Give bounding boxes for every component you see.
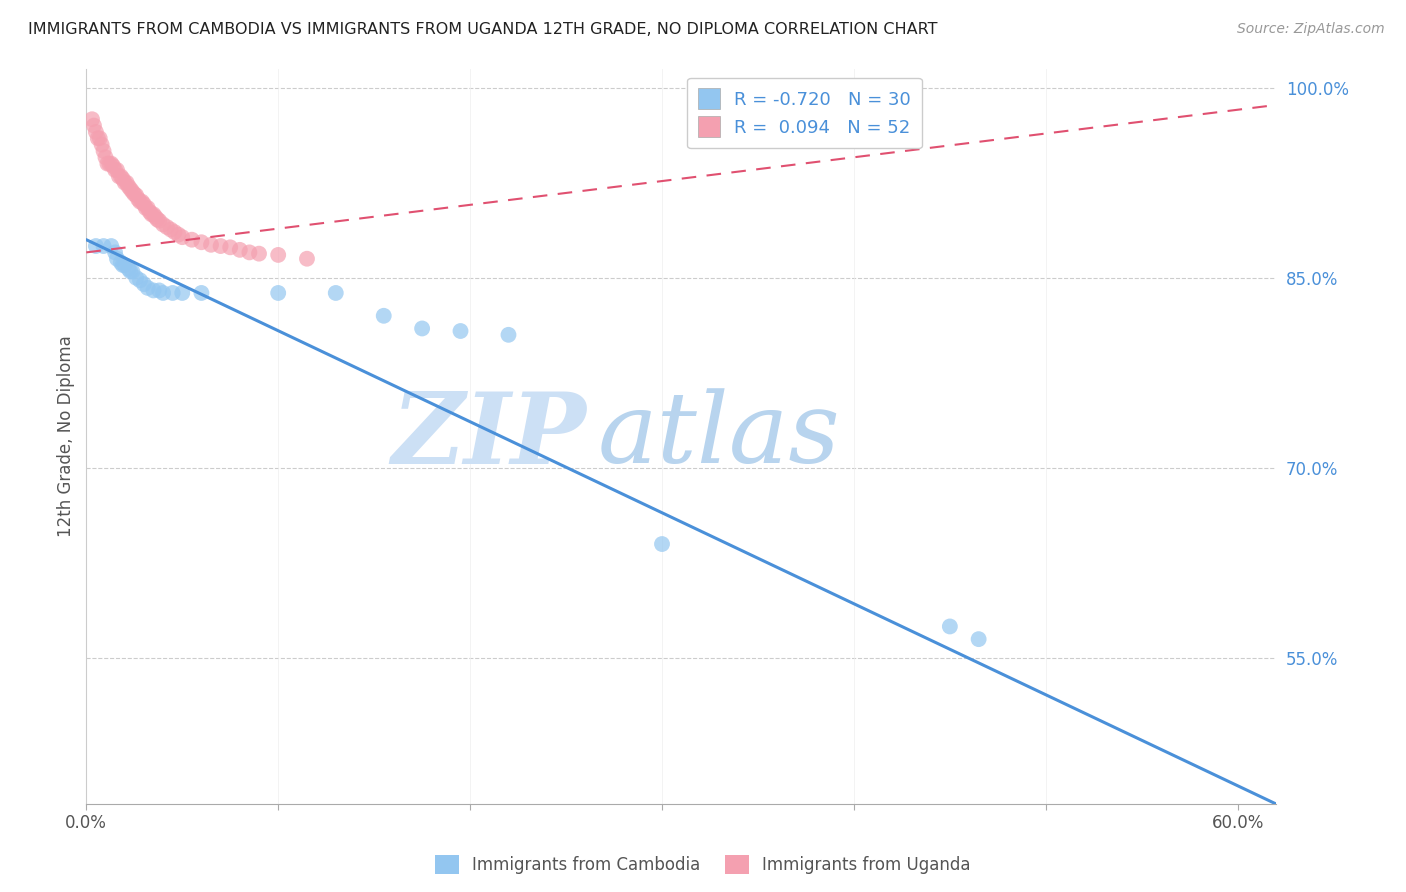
Point: [135, 201, 157, 215]
Point: [110, 169, 132, 184]
Point: [105, 252, 128, 266]
Point: [136, 281, 159, 295]
Point: [117, 179, 139, 194]
Point: [167, 227, 190, 242]
Point: [100, 239, 122, 253]
Point: [247, 246, 270, 260]
Point: [120, 182, 142, 196]
Point: [238, 245, 260, 260]
Point: [132, 277, 155, 291]
Point: [93, 239, 115, 253]
Point: [200, 237, 222, 252]
Point: [146, 212, 169, 227]
Point: [104, 163, 127, 178]
Point: [162, 285, 184, 300]
Point: [148, 284, 170, 298]
Point: [108, 169, 131, 184]
Legend: Immigrants from Cambodia, Immigrants from Uganda: Immigrants from Cambodia, Immigrants fro…: [429, 848, 977, 881]
Point: [84, 239, 107, 253]
Point: [122, 187, 145, 202]
Point: [96, 156, 118, 170]
Point: [325, 285, 347, 300]
Point: [98, 156, 121, 170]
Point: [110, 255, 132, 269]
Point: [125, 188, 148, 202]
Point: [138, 204, 160, 219]
Y-axis label: 12th Grade, No Diploma: 12th Grade, No Diploma: [58, 335, 75, 537]
Text: ZIP: ZIP: [391, 388, 586, 484]
Point: [111, 171, 134, 186]
Point: [267, 248, 290, 262]
Point: [105, 163, 128, 178]
Point: [141, 207, 163, 221]
Point: [101, 159, 124, 173]
Point: [121, 264, 143, 278]
Point: [159, 222, 181, 236]
Point: [94, 150, 117, 164]
Point: [121, 185, 143, 199]
Point: [172, 230, 194, 244]
Point: [132, 197, 155, 211]
Point: [450, 324, 472, 338]
Point: [111, 258, 134, 272]
Point: [120, 264, 142, 278]
Point: [117, 261, 139, 276]
Point: [651, 537, 673, 551]
Point: [83, 119, 105, 133]
Point: [89, 131, 111, 145]
Point: [152, 285, 174, 300]
Point: [100, 156, 122, 170]
Point: [125, 270, 148, 285]
Point: [190, 285, 212, 300]
Point: [80, 112, 103, 127]
Text: atlas: atlas: [598, 389, 841, 483]
Point: [114, 258, 136, 272]
Point: [267, 285, 290, 300]
Point: [411, 321, 433, 335]
Point: [295, 252, 318, 266]
Point: [104, 245, 127, 260]
Legend: R = -0.720   N = 30, R =  0.094   N = 52: R = -0.720 N = 30, R = 0.094 N = 52: [688, 78, 922, 148]
Point: [180, 233, 202, 247]
Point: [219, 240, 242, 254]
Point: [136, 201, 159, 215]
Point: [131, 194, 153, 209]
Point: [939, 619, 962, 633]
Point: [129, 273, 152, 287]
Point: [163, 225, 186, 239]
Text: IMMIGRANTS FROM CAMBODIA VS IMMIGRANTS FROM UGANDA 12TH GRADE, NO DIPLOMA CORREL: IMMIGRANTS FROM CAMBODIA VS IMMIGRANTS F…: [28, 22, 938, 37]
Point: [142, 207, 165, 221]
Point: [145, 210, 167, 224]
Point: [90, 137, 112, 152]
Point: [229, 243, 252, 257]
Point: [967, 632, 990, 647]
Point: [115, 176, 138, 190]
Point: [129, 194, 152, 209]
Text: Source: ZipAtlas.com: Source: ZipAtlas.com: [1237, 22, 1385, 37]
Point: [127, 192, 149, 206]
Point: [172, 285, 194, 300]
Point: [148, 213, 170, 227]
Point: [152, 218, 174, 232]
Point: [156, 220, 179, 235]
Point: [190, 235, 212, 250]
Point: [209, 239, 232, 253]
Point: [498, 327, 520, 342]
Point: [87, 131, 110, 145]
Point: [114, 176, 136, 190]
Point: [142, 284, 165, 298]
Point: [84, 125, 107, 139]
Point: [373, 309, 395, 323]
Point: [93, 144, 115, 158]
